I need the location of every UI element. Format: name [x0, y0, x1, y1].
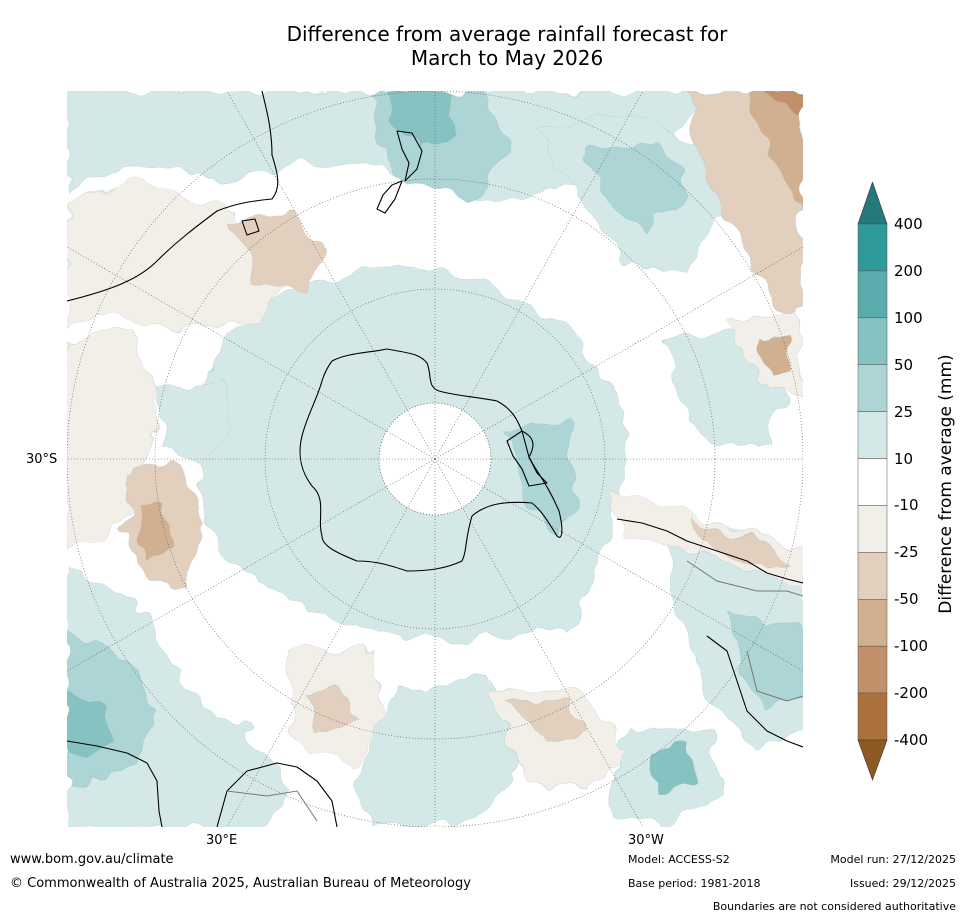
- dry-region-atlantic-core: [506, 700, 588, 742]
- title-line-1: Difference from average rainfall forecas…: [286, 22, 728, 46]
- coast-antarctic-peninsula: [506, 430, 548, 487]
- dry-region-africa-core: [306, 688, 358, 732]
- colorbar-tick-label: -25: [894, 543, 919, 562]
- colorbar-tick-label: -100: [894, 637, 929, 656]
- wet-region-south-core: [646, 745, 698, 792]
- colorbar-band: [857, 411, 888, 459]
- colorbar-band: [857, 458, 888, 506]
- colorbar-tick-label: 200: [894, 261, 923, 280]
- colorbar-tick-label: 10: [894, 449, 914, 468]
- colorbar-bands: [857, 223, 888, 741]
- colorbar-band: [857, 317, 888, 365]
- dry-region-northeast-mid: [746, 91, 803, 212]
- coast-antarctica: [299, 348, 563, 572]
- lon-label-30w: 30°W: [628, 833, 664, 848]
- dry-region-west-core: [136, 505, 173, 562]
- coast-africa: [67, 740, 163, 827]
- dry-region-northwest: [67, 180, 298, 332]
- colorbar-tick-label: 400: [894, 215, 923, 233]
- colorbar-tick-label: -200: [894, 684, 929, 703]
- copyright-text: © Commonwealth of Australia 2025, Austra…: [10, 876, 471, 891]
- wet-region-indian: [156, 380, 238, 462]
- coast-new-zealand-north: [396, 130, 423, 182]
- colorbar-tick-label: 50: [894, 355, 914, 374]
- model-text: Model: ACCESS-S2: [628, 853, 730, 866]
- lon-label-30e: 30°E: [206, 833, 238, 848]
- website-link[interactable]: www.bom.gov.au/climate: [10, 852, 174, 867]
- coast-africa-south: [216, 762, 338, 827]
- lat-label-30s: 30°S: [26, 452, 58, 467]
- colorbar-band: [857, 270, 888, 319]
- anomaly-shading: [67, 91, 803, 827]
- dry-region-northeast-core: [766, 91, 803, 122]
- coast-tasmania: [241, 218, 260, 236]
- coastlines: [67, 91, 803, 827]
- base-period-text: Base period: 1981-2018: [628, 877, 761, 890]
- colorbar-tick-label: -400: [894, 731, 929, 749]
- coast-south-america-east: [706, 635, 803, 748]
- colorbar-band: [857, 364, 888, 412]
- colorbar-tick-label: -50: [894, 590, 919, 609]
- dry-region-australia: [226, 210, 328, 292]
- country-borders: [226, 560, 803, 822]
- colorbar-tick-label: -10: [894, 496, 919, 515]
- issued-text: Issued: 29/12/2025: [849, 877, 956, 890]
- coast-south-america: [616, 518, 803, 584]
- chart-title: Difference from average rainfall forecas…: [67, 22, 947, 70]
- colorbar-band: [857, 599, 888, 647]
- colorbar-tick-label: 25: [894, 402, 914, 421]
- wet-region-southeast-mid: [726, 610, 803, 712]
- wet-region-pacific-core: [586, 140, 688, 232]
- wet-region-tasman-core: [386, 91, 453, 152]
- dry-region-pacific-east-core: [756, 340, 793, 377]
- wet-region-south: [356, 680, 538, 827]
- colorbar-band: [857, 505, 888, 553]
- disclaimer-text: Boundaries are not considered authoritat…: [712, 900, 956, 913]
- rainfall-map[interactable]: [67, 91, 803, 827]
- model-run-text: Model run: 27/12/2025: [830, 853, 956, 866]
- title-line-2: March to May 2026: [410, 46, 604, 70]
- colorbar-band: [857, 692, 888, 741]
- colorbar-band: [857, 223, 888, 272]
- coast-new-zealand-south: [376, 180, 403, 214]
- graticule: [67, 91, 803, 827]
- colorbar-band: [857, 552, 888, 600]
- coast-australia: [67, 91, 279, 302]
- colorbar-tick-label: 100: [894, 308, 923, 327]
- colorbar-band: [857, 645, 888, 694]
- colorbar: [857, 182, 888, 781]
- colorbar-top-arrow: [857, 182, 888, 225]
- colorbar-bottom-arrow: [857, 739, 888, 781]
- colorbar-title: Difference from average (mm): [936, 354, 956, 614]
